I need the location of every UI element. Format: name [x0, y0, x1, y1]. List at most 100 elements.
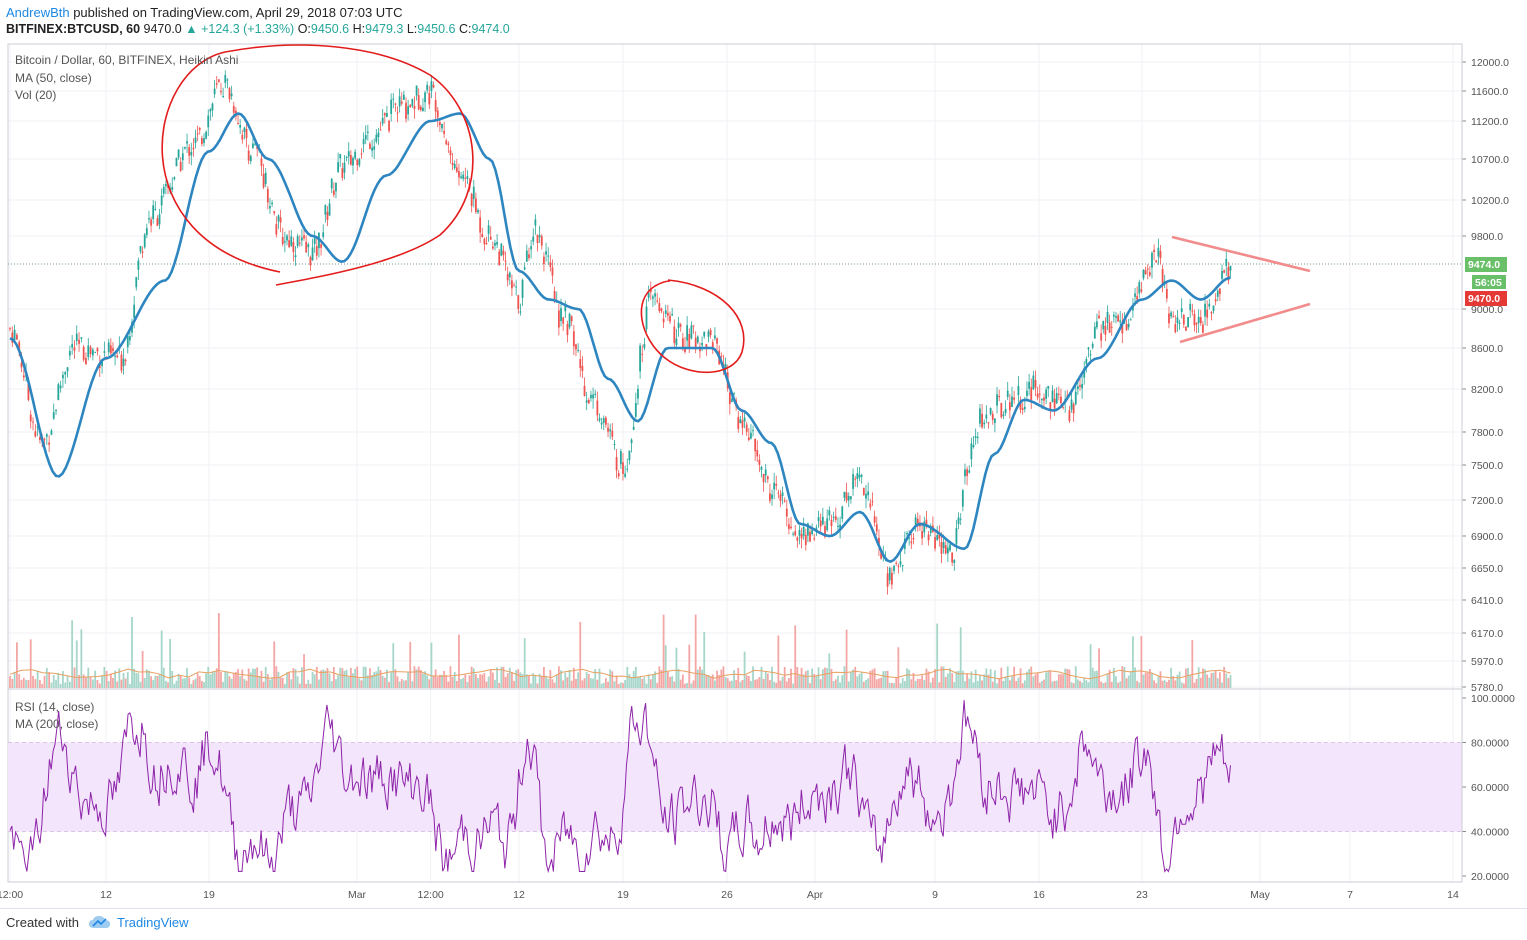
volume-bar — [133, 668, 136, 688]
candle-body — [1106, 311, 1109, 323]
candle-body — [150, 219, 152, 226]
volume-bar — [339, 667, 342, 688]
volume-bar — [135, 672, 138, 688]
symbol-quote: BITFINEX:BTCUSD, 60 9470.0 ▲ +124.3 (+1.… — [6, 22, 510, 36]
candle-body — [1212, 305, 1215, 311]
candle-body — [112, 348, 114, 352]
volume-bar — [1066, 668, 1069, 688]
volume-bar — [36, 670, 39, 688]
candle-body — [207, 115, 210, 128]
candle-body — [530, 246, 532, 250]
volume-bar — [1140, 635, 1143, 688]
publish-info: published on TradingView.com, April 29, … — [69, 5, 403, 20]
volume-bar — [1089, 644, 1092, 688]
volume-bar — [553, 682, 556, 688]
price-tick-label: 10200.0 — [1471, 195, 1509, 207]
candle-body — [914, 517, 917, 525]
tradingview-brand[interactable]: TradingView — [117, 915, 189, 930]
candle-body — [491, 246, 494, 249]
annotations[interactable] — [161, 44, 1311, 374]
volume-bar — [953, 682, 956, 688]
open-label: O: — [297, 22, 311, 36]
volume-bar — [643, 677, 646, 688]
volume-bar — [458, 634, 460, 688]
candle-body — [1108, 322, 1111, 333]
volume-bar — [343, 670, 346, 688]
volume-bar — [1127, 675, 1130, 688]
volume-bar — [919, 679, 921, 688]
candle-body — [852, 474, 854, 489]
volume-bar — [1076, 679, 1079, 688]
candle-body — [196, 133, 199, 135]
candle-body — [57, 384, 60, 401]
candle-body — [307, 244, 310, 248]
volume-bar — [286, 672, 288, 688]
candle-body — [27, 383, 30, 400]
candle-body — [188, 147, 191, 156]
author-link[interactable]: AndrewBth — [6, 5, 70, 20]
volume-bar — [699, 666, 701, 688]
volume-bar — [173, 683, 176, 688]
candle-body — [1223, 270, 1226, 273]
candle-body — [1051, 390, 1054, 402]
candle-body — [71, 344, 74, 348]
volume-bar — [692, 680, 695, 688]
volume-bar — [18, 674, 21, 688]
volume-bar — [220, 672, 222, 688]
price-chart[interactable]: 12000.0 11600.0 11200.0 10700.0 10200.0 9800.… — [0, 0, 1527, 908]
volume-bar — [936, 623, 939, 688]
candle-body — [1085, 359, 1088, 364]
small-top-circle — [640, 279, 745, 374]
candle-body — [481, 233, 484, 238]
close-label: C: — [459, 22, 472, 36]
volume-bar — [830, 668, 833, 688]
volume-bar — [169, 639, 172, 688]
candle-body — [96, 348, 99, 352]
candle-body — [643, 344, 646, 348]
volume-bar — [733, 670, 735, 688]
volume-bar — [557, 666, 560, 688]
volume-bar — [345, 669, 348, 688]
candle-body — [337, 162, 339, 172]
candle-body — [29, 414, 32, 422]
volume-bar — [583, 678, 586, 688]
candle-body — [575, 344, 577, 350]
candle-body — [813, 538, 816, 540]
volume-bar — [873, 668, 876, 688]
volume-bar — [381, 675, 384, 688]
rsi-line — [9, 700, 1231, 874]
volume-bar — [485, 681, 488, 688]
volume-bar — [269, 679, 271, 688]
candle-body — [190, 151, 193, 156]
candle-body — [1182, 314, 1185, 325]
candle-body — [18, 341, 21, 352]
candle-body — [1045, 389, 1048, 399]
candle-body — [739, 419, 742, 424]
candle-body — [220, 90, 222, 93]
tradingview-logo-icon[interactable] — [88, 913, 114, 938]
candle-body — [1119, 320, 1122, 323]
volume-bar — [839, 682, 842, 688]
candle-body — [1151, 252, 1153, 268]
volume-bar — [949, 668, 951, 688]
volume-bar — [555, 674, 558, 688]
candle-body — [1026, 390, 1028, 397]
volume-bar — [796, 667, 799, 688]
candle-body — [1011, 396, 1013, 407]
volume-bar — [1019, 668, 1022, 688]
candle-body — [760, 466, 763, 470]
candle-body — [647, 292, 650, 298]
volume-bar — [324, 670, 327, 688]
volume-bar — [979, 674, 981, 688]
volume-bar — [1026, 671, 1028, 688]
volume-bar — [402, 680, 405, 688]
volume-bar — [916, 678, 919, 688]
volume-bar — [1144, 672, 1147, 688]
volume-bar — [337, 675, 339, 688]
volume-bar — [39, 680, 41, 688]
candle-body — [451, 162, 454, 166]
volume-bar — [335, 679, 337, 688]
candle-body — [9, 328, 11, 330]
candle-body — [1225, 258, 1228, 266]
volume-bar — [1185, 668, 1187, 688]
